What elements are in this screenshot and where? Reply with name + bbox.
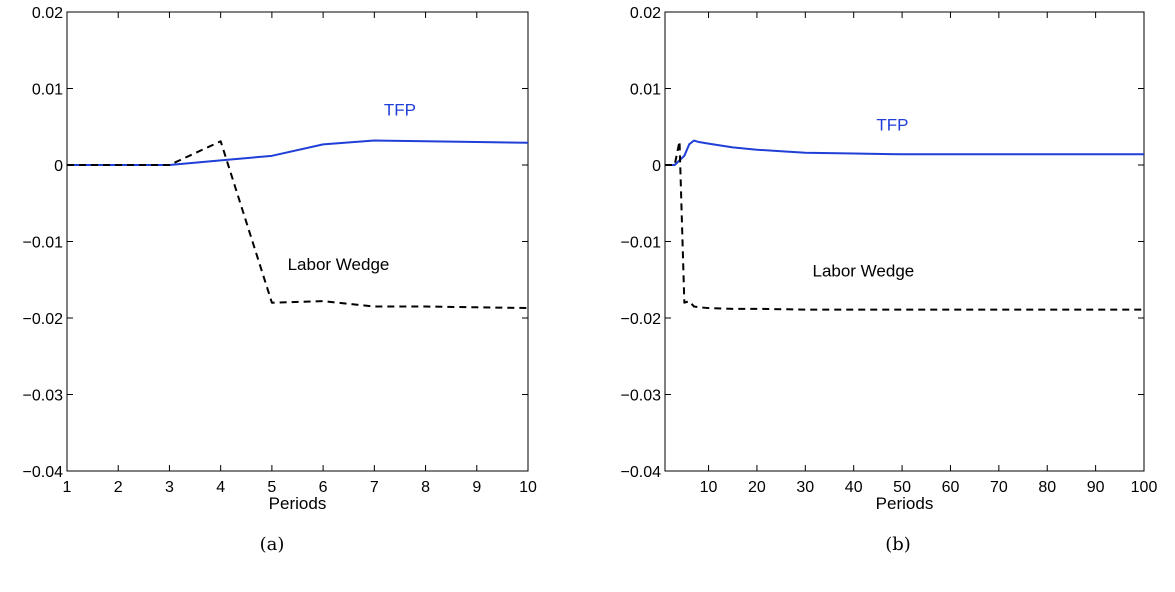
y-tick-label: 0 (652, 158, 661, 175)
plot-frame (66, 11, 529, 472)
x-tick-label: 3 (165, 479, 174, 496)
x-tick-label: 4 (216, 479, 225, 496)
series-line-labor-wedge (67, 140, 529, 310)
x-tick-label: 50 (893, 479, 911, 496)
x-tick-label: 60 (942, 479, 960, 496)
panel-caption: (a) (260, 534, 285, 555)
y-tick-label: 0.02 (630, 5, 661, 22)
x-tick-label: 2 (114, 479, 123, 496)
y-tick-label: −0.03 (621, 388, 662, 405)
x-tick-label: 5 (267, 479, 276, 496)
x-tick-label: 8 (421, 479, 430, 496)
x-tick-label: 9 (472, 479, 481, 496)
y-tick-label: 0 (54, 158, 63, 175)
y-tick-label: −0.02 (23, 311, 64, 328)
series-line-tfp (67, 139, 529, 166)
x-tick-label: 1 (63, 479, 72, 496)
x-tick-label: 30 (796, 479, 814, 496)
x-tick-label: 70 (990, 479, 1008, 496)
y-tick-label: −0.04 (621, 464, 662, 481)
y-tick-label: −0.02 (621, 311, 662, 328)
y-tick-label: 0.01 (32, 82, 63, 99)
series-label-tfp: TFP (876, 116, 908, 135)
series-label-tfp: TFP (384, 100, 416, 119)
x-tick-label: 100 (1131, 479, 1158, 496)
y-tick-label: 0.01 (630, 82, 661, 99)
y-tick-label: −0.03 (23, 388, 64, 405)
series-line-tfp (665, 139, 1144, 166)
y-tick-label: −0.04 (23, 464, 64, 481)
x-tick-label: 10 (700, 479, 718, 496)
x-tick-label: 40 (845, 479, 863, 496)
x-axis-title: Periods (269, 494, 327, 513)
x-tick-label: 7 (370, 479, 379, 496)
x-tick-label: 90 (1087, 479, 1105, 496)
x-tick-label: 6 (319, 479, 328, 496)
x-axis-title: Periods (876, 494, 934, 513)
x-tick-label: 80 (1038, 479, 1056, 496)
panel-caption: (b) (885, 534, 911, 555)
y-tick-label: 0.02 (32, 5, 63, 22)
series-label-labor-wedge: Labor Wedge (288, 255, 390, 274)
x-tick-label: 10 (519, 479, 537, 496)
series-label-labor-wedge: Labor Wedge (812, 262, 914, 281)
y-tick-label: −0.01 (621, 235, 662, 252)
plot-frame (664, 11, 1145, 472)
series-line-labor-wedge (665, 140, 1144, 311)
x-tick-label: 20 (748, 479, 766, 496)
y-tick-label: −0.01 (23, 235, 64, 252)
